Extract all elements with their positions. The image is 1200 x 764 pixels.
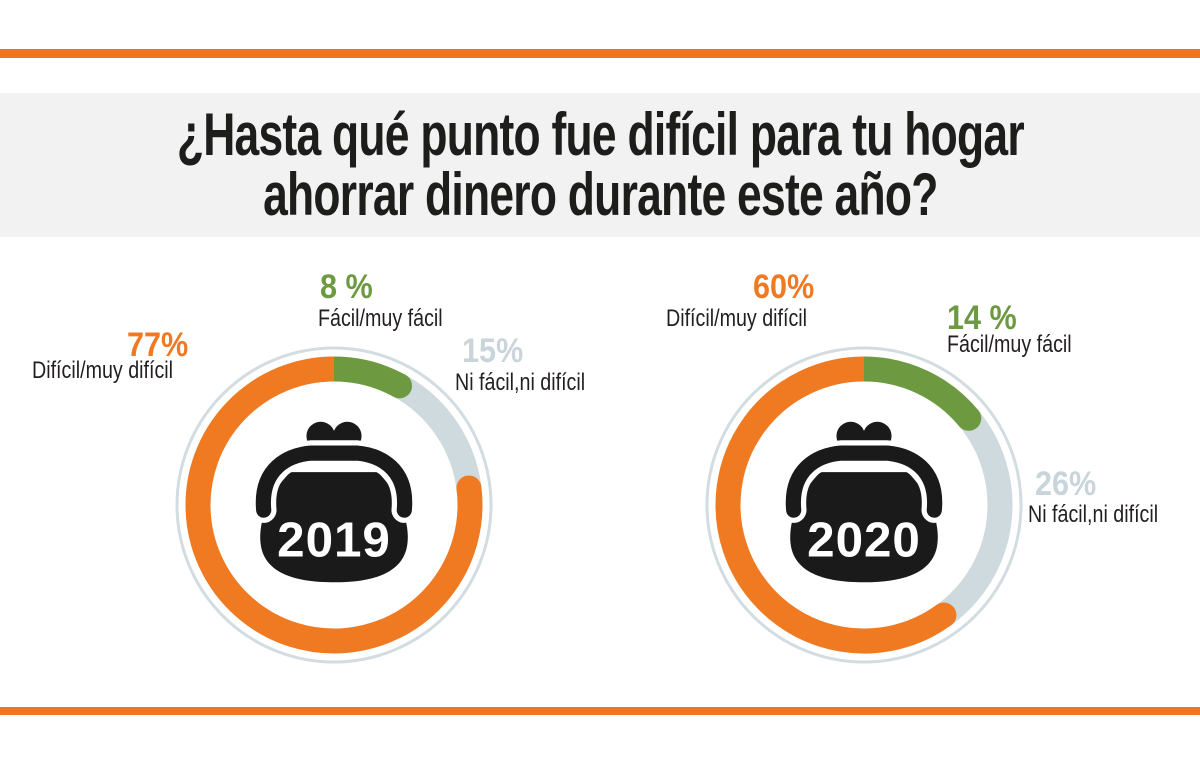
pct-nifacil-2020: 26%	[1035, 465, 1097, 503]
pct-dificil-2019: 77%	[127, 326, 189, 364]
pct-facil-2020: 14 %	[947, 299, 1017, 337]
purse-body	[260, 472, 408, 583]
page-title-line-1: ¿Hasta qué punto fue difícil para tu hog…	[176, 101, 1024, 168]
top-accent-bar	[0, 49, 1200, 58]
title-band: ¿Hasta qué punto fue difícil para tu hog…	[0, 93, 1200, 237]
label-facil-2019: Fácil/muy fácil	[318, 305, 443, 332]
segment-ni-facil	[393, 374, 482, 490]
segment-ni-facil	[936, 410, 1013, 626]
year-label: 2019	[277, 513, 391, 568]
donut-chart-2019: 2019	[164, 335, 504, 675]
label-nifacil-2020: Ni fácil,ni difícil	[1028, 501, 1159, 528]
year-label: 2020	[807, 513, 921, 568]
pct-dificil-2020: 60%	[753, 268, 815, 306]
ring-outline-circle	[705, 346, 1023, 664]
ring-outline-circle	[175, 346, 493, 664]
label-facil-2020: Fácil/muy fácil	[947, 331, 1072, 358]
page-title-line-2: ahorrar dinero durante este año?	[262, 161, 938, 228]
label-nifacil-2019: Ni fácil,ni difícil	[455, 369, 586, 396]
label-dificil-2020: Difícil/muy difícil	[666, 305, 808, 332]
pct-nifacil-2019: 15%	[462, 332, 524, 370]
donut-svg-2020: 2020	[705, 346, 1023, 664]
coin-purse-icon: 2019	[250, 421, 418, 583]
coin-purse-icon: 2020	[780, 421, 948, 583]
page-title: ¿Hasta qué punto fue difícil para tu hog…	[28, 105, 1173, 225]
bottom-accent-bar	[0, 707, 1200, 715]
purse-clasp-frame	[785, 445, 943, 518]
segment-facil	[863, 356, 979, 427]
segment-round-cap	[456, 475, 482, 501]
segment-round-cap	[931, 602, 957, 628]
segment-round-cap	[387, 373, 413, 399]
purse-body	[790, 472, 938, 583]
segment-dificil	[185, 356, 483, 654]
purse-clasp-frame	[255, 445, 413, 518]
pct-facil-2019: 8 %	[320, 268, 373, 306]
label-dificil-2019: Difícil/muy difícil	[32, 357, 174, 384]
segment-round-cap	[956, 405, 982, 431]
segment-dificil	[715, 356, 952, 654]
donut-svg-2019: 2019	[175, 346, 493, 664]
donut-chart-2020: 2020	[694, 335, 1034, 675]
